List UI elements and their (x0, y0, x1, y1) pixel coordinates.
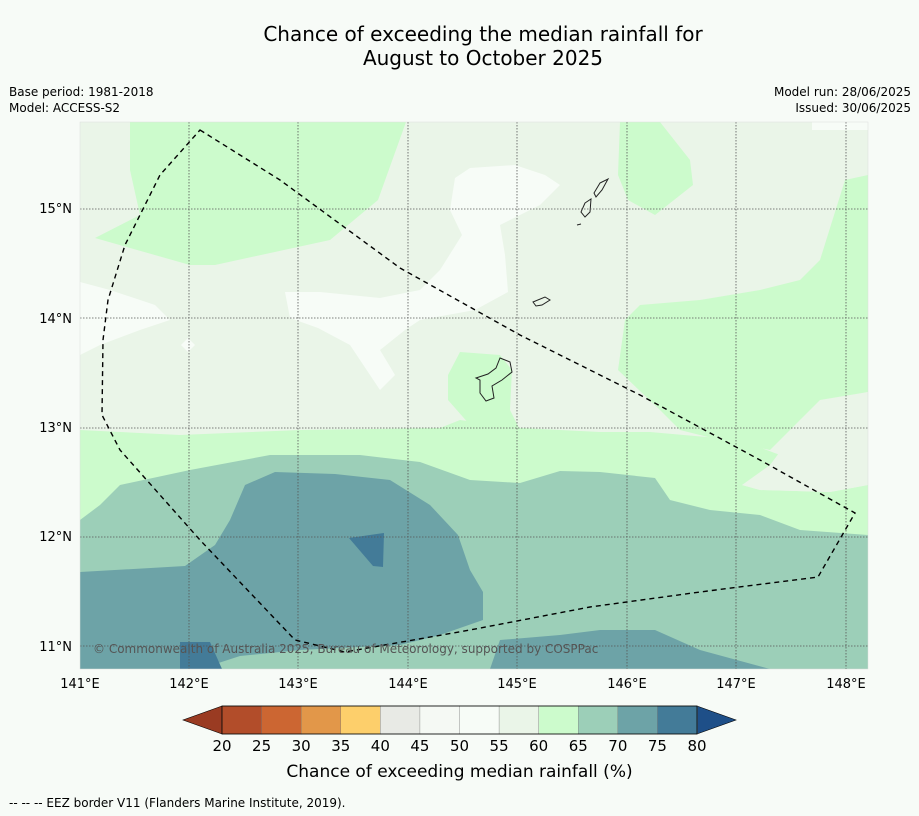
colorbar-bin (300, 705, 342, 735)
lon-tick: 147°E (716, 677, 756, 692)
title-line-2: August to October 2025 (362, 46, 604, 70)
band-60-65-east (618, 175, 868, 450)
colorbar-tick-label: 20 (212, 737, 231, 755)
colorbar-tick-label: 45 (410, 737, 429, 755)
colorbar-tick-label: 50 (450, 737, 469, 755)
lon-tick: 146°E (607, 677, 647, 692)
model-run: Model run: 28/06/2025 (773, 85, 911, 99)
colorbar-tick-label: 75 (648, 737, 667, 755)
colorbar-bin (578, 705, 619, 735)
colorbar-tick-label: 70 (608, 737, 627, 755)
eez-border (101, 129, 856, 653)
copyright-text: © Commonwealth of Australia 2025, Bureau… (93, 642, 598, 656)
colorbar-tick-label: 25 (252, 737, 271, 755)
colorbar-under-arrow (182, 705, 223, 735)
colorbar-bin (419, 705, 461, 735)
colorbar: 20 25 30 35 40 45 50 55 60 65 70 75 80 (182, 705, 737, 755)
band-75-80-center (349, 533, 384, 567)
band-50-55-small (181, 338, 195, 352)
band-50-55-center (285, 165, 560, 390)
colorbar-bin (261, 705, 302, 735)
issued-date: Issued: 30/06/2025 (795, 101, 911, 115)
base-period: Base period: 1981-2018 (9, 85, 154, 99)
lat-tick: 14°N (39, 312, 72, 327)
colorbar-bin (657, 705, 698, 735)
colorbar-bin (459, 705, 500, 735)
lon-tick: 141°E (60, 677, 100, 692)
colorbar-bin (340, 705, 382, 735)
forecast-map (80, 122, 868, 669)
colorbar-bin (221, 705, 263, 735)
colorbar-bin (617, 705, 659, 735)
gridlines (80, 122, 868, 669)
band-75-80-southwest (180, 642, 222, 669)
band-50-55-west (80, 282, 170, 355)
lon-tick: 142°E (169, 677, 209, 692)
colorbar-tick-label: 65 (569, 737, 588, 755)
lat-tick: 11°N (39, 640, 72, 655)
band-50-55-east (812, 122, 868, 130)
title-line-1: Chance of exceeding the median rainfall … (263, 22, 703, 46)
colorbar-over-arrow (696, 705, 737, 735)
colorbar-tick-label: 35 (331, 737, 350, 755)
lon-tick: 143°E (278, 677, 318, 692)
colorbar-tick-label: 30 (292, 737, 311, 755)
tinian-island (580, 198, 592, 218)
colorbar-tick-label: 60 (529, 737, 548, 755)
band-60-65-north (95, 122, 406, 265)
footer-note: -- -- -- EEZ border V11 (Flanders Marine… (9, 796, 346, 810)
meta-right: Model run: 28/06/2025 Issued: 30/06/2025 (774, 84, 911, 116)
colorbar-tick-label: 55 (490, 737, 509, 755)
band-70-75 (80, 472, 483, 669)
colorbar-tick-label: 40 (371, 737, 390, 755)
model-name: Model: ACCESS-S2 (9, 101, 121, 115)
lat-tick: 15°N (39, 202, 72, 217)
band-60-65-northeast (618, 122, 693, 215)
colorbar-bin (498, 705, 540, 735)
rota-island (532, 296, 551, 307)
band-60-65-guam (448, 352, 520, 430)
guam-island (474, 357, 513, 402)
lon-tick-labels: 141°E 142°E 143°E 144°E 145°E 146°E 147°… (60, 677, 866, 692)
band-70-75-southeast (490, 630, 770, 669)
colorbar-bin (538, 705, 579, 735)
page-title: Chance of exceeding the median rainfall … (0, 22, 919, 70)
lat-tick: 12°N (39, 530, 72, 545)
lon-tick: 144°E (388, 677, 428, 692)
lon-tick: 145°E (497, 677, 537, 692)
colorbar-tick-label: 80 (687, 737, 706, 755)
colorbar-title: Chance of exceeding median rainfall (%) (286, 762, 633, 782)
lat-tick: 13°N (39, 421, 72, 436)
lon-tick: 148°E (826, 677, 866, 692)
saipan-island (593, 177, 610, 198)
lat-tick-labels: 15°N 14°N 13°N 12°N 11°N (39, 202, 72, 655)
meta-left: Base period: 1981-2018 Model: ACCESS-S2 (9, 84, 154, 116)
aguijan-island (576, 223, 582, 226)
colorbar-bin (380, 705, 421, 735)
